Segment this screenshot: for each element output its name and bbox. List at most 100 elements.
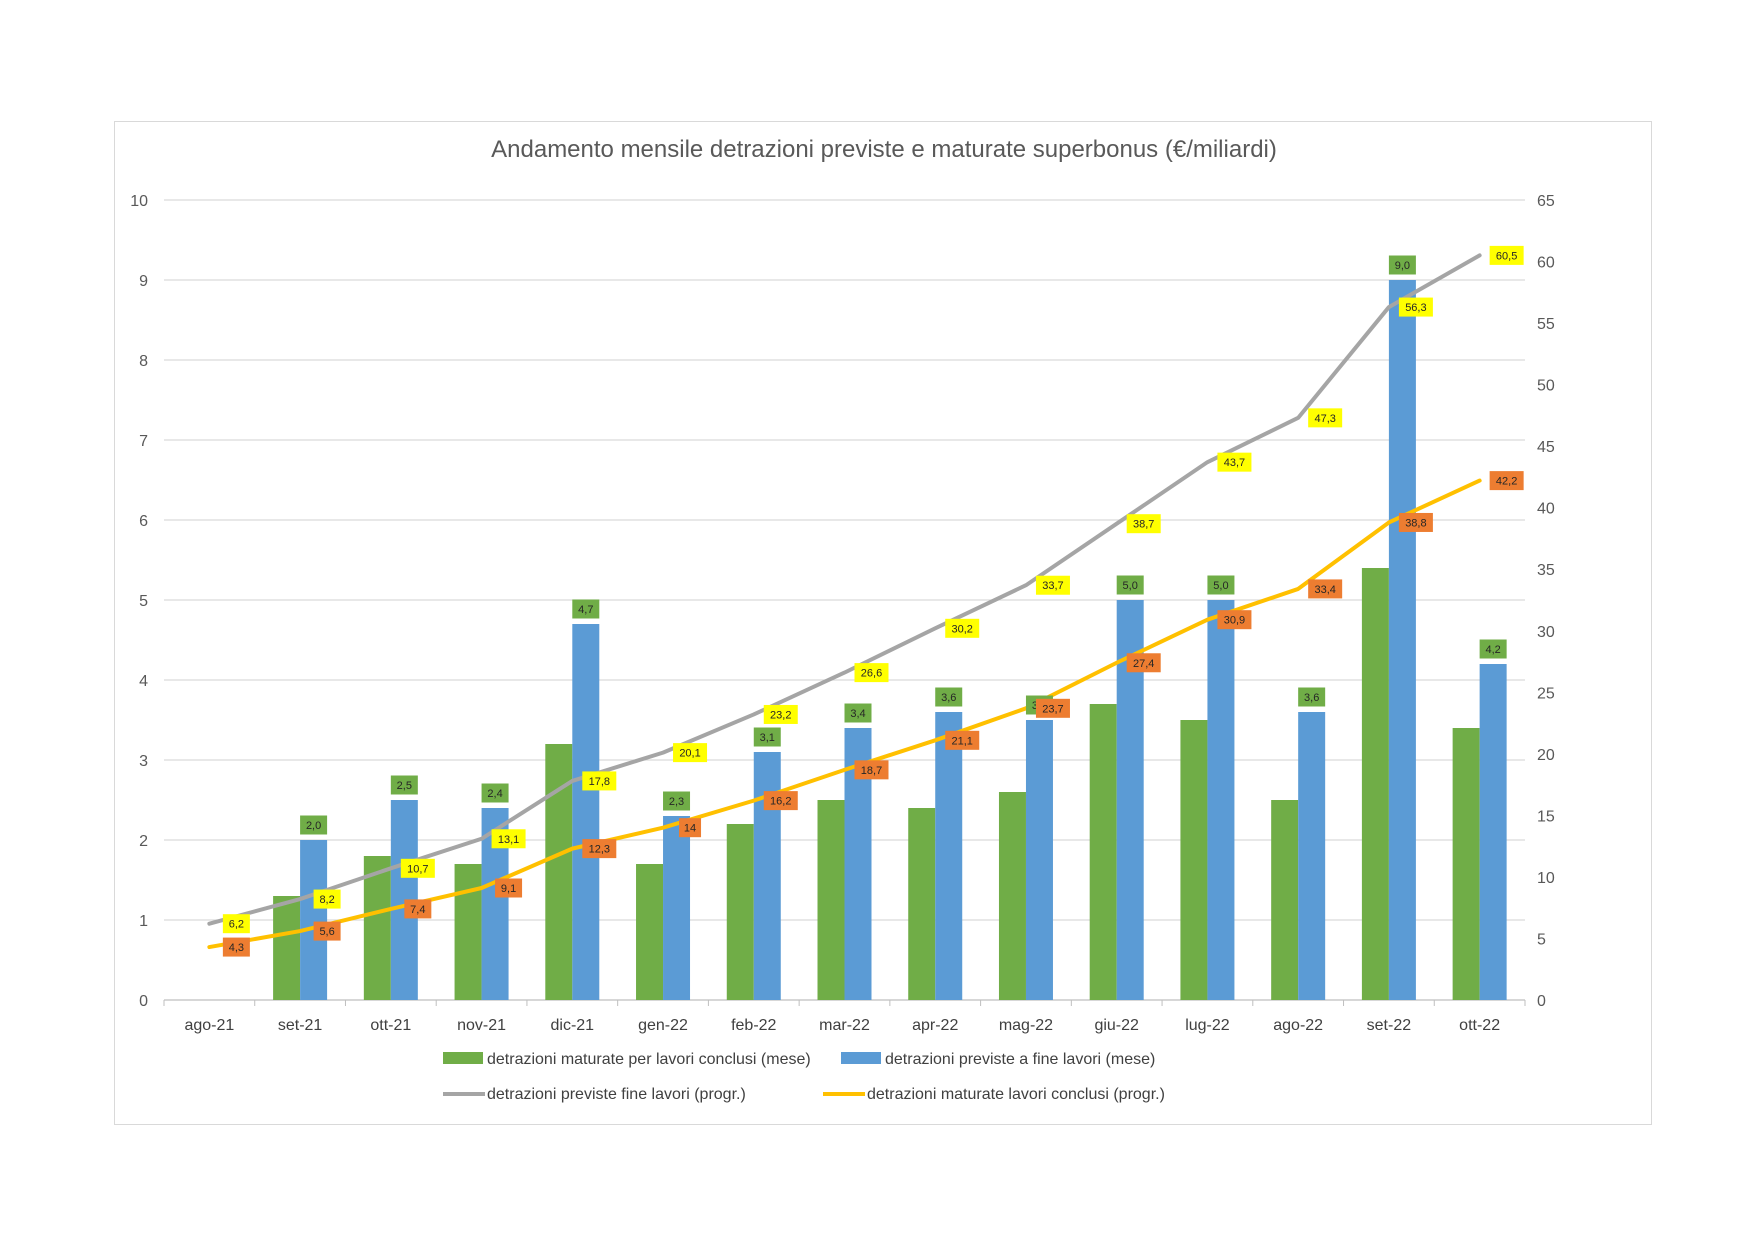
line-previste-label: 8,2 <box>313 889 341 909</box>
x-category-label: mag-22 <box>999 1017 1053 1034</box>
legend-item[interactable]: detrazioni maturate per lavori conclusi … <box>443 1051 811 1068</box>
line-maturate-label-bg <box>1126 653 1161 673</box>
bar-maturate-mese <box>1180 720 1208 1000</box>
line-previste-label: 33,7 <box>1035 575 1070 595</box>
y-right-tick-label: 20 <box>1537 747 1555 764</box>
line-maturate-label-bg <box>582 839 617 859</box>
y-left-tick-label: 10 <box>130 193 148 210</box>
legend-layer[interactable]: detrazioni maturate per lavori conclusi … <box>443 1051 1165 1103</box>
bar-data-label-bg <box>1298 687 1326 707</box>
line-maturate-label: 33,4 <box>1308 579 1343 599</box>
line-previste-label: 23,2 <box>763 704 798 724</box>
legend-item[interactable]: detrazioni previste a fine lavori (mese) <box>841 1051 1155 1068</box>
bar-data-label: 2,3 <box>663 791 691 811</box>
legend-label: detrazioni previste a fine lavori (mese) <box>885 1051 1155 1068</box>
y-left-tick-label: 6 <box>139 513 148 530</box>
y-left-tick-label: 9 <box>139 273 148 290</box>
bar-data-label-bg <box>481 783 509 803</box>
bar-maturate-mese <box>545 744 573 1000</box>
bar-data-label-text: 4,7 <box>578 604 593 616</box>
y-right-tick-label: 0 <box>1537 993 1546 1010</box>
bar-data-label: 3,1 <box>753 727 781 747</box>
y-left-tick-label: 2 <box>139 833 148 850</box>
line-maturate-label-text: 9,1 <box>501 883 516 895</box>
line-previste-label-text: 30,2 <box>952 623 973 635</box>
legend-item[interactable]: detrazioni previste fine lavori (progr.) <box>443 1086 746 1103</box>
bar-data-label-bg <box>663 791 691 811</box>
line-previste-label-text: 56,3 <box>1405 302 1426 314</box>
bar-data-label-text: 2,0 <box>306 820 321 832</box>
y-right-tick-label: 40 <box>1537 501 1555 518</box>
bar-data-label-bg <box>844 703 872 723</box>
line-previste-label-bg <box>763 704 798 724</box>
line-maturate-label: 9,1 <box>495 878 523 898</box>
bar-maturate-mese <box>636 864 664 1000</box>
legend-item[interactable]: detrazioni maturate lavori conclusi (pro… <box>823 1086 1165 1103</box>
y-right-tick-label: 5 <box>1537 931 1546 948</box>
labels-layer: 2,02,52,44,72,33,13,43,63,55,05,03,69,04… <box>222 245 1524 957</box>
line-maturate-label-text: 16,2 <box>770 796 791 808</box>
bar-previste-mese <box>572 624 600 1000</box>
legend-swatch <box>443 1052 483 1064</box>
bar-maturate-mese <box>1361 568 1389 1000</box>
y-left-tick-label: 3 <box>139 753 148 770</box>
legend-label: detrazioni previste fine lavori (progr.) <box>487 1086 746 1103</box>
bar-previste-mese <box>935 712 963 1000</box>
bar-data-label: 2,5 <box>390 775 418 795</box>
line-maturate-label-bg <box>404 899 432 919</box>
bar-data-label: 3,4 <box>844 703 872 723</box>
bar-previste-mese <box>300 840 328 1000</box>
line-previste-label-bg <box>945 618 980 638</box>
bar-data-label-bg <box>300 815 328 835</box>
bar-maturate-mese <box>817 800 845 1000</box>
x-category-label: lug-22 <box>1185 1017 1230 1034</box>
line-previste-label-bg <box>1489 245 1524 265</box>
x-category-label: nov-21 <box>457 1017 506 1034</box>
line-previste-label-bg <box>854 663 889 683</box>
x-category-label: dic-21 <box>551 1017 595 1034</box>
bar-data-label-bg <box>753 727 781 747</box>
bar-maturate-mese <box>273 896 301 1000</box>
bar-data-label-bg <box>572 599 600 619</box>
line-maturate-label-text: 4,3 <box>229 942 244 954</box>
line-previste-label-bg <box>400 858 435 878</box>
line-maturate-label-bg <box>1035 698 1070 718</box>
line-previste-label-bg <box>491 829 526 849</box>
line-maturate-label-bg <box>313 921 341 941</box>
line-maturate-label-bg <box>495 878 523 898</box>
line-maturate-label-text: 23,7 <box>1042 703 1063 715</box>
bar-maturate-mese <box>363 856 391 1000</box>
y-right-tick-label: 55 <box>1537 316 1555 333</box>
line-previste-label-bg <box>1308 408 1343 428</box>
line-previste-label-text: 20,1 <box>679 748 700 760</box>
line-previste-label-text: 43,7 <box>1224 457 1245 469</box>
line-maturate-label: 7,4 <box>404 899 432 919</box>
y-right-tick-label: 65 <box>1537 193 1555 210</box>
bar-previste-mese <box>753 752 781 1000</box>
bar-data-label-bg <box>1388 255 1416 275</box>
bar-previste-mese <box>1207 600 1235 1000</box>
line-maturate-label-bg <box>222 937 250 957</box>
line-previste-progr <box>207 253 1482 926</box>
chart-svg: Andamento mensile detrazioni previste e … <box>130 136 1555 1103</box>
line-previste-label-bg <box>1035 575 1070 595</box>
x-category-label: ott-21 <box>370 1017 411 1034</box>
line-previste-label: 38,7 <box>1126 514 1161 534</box>
line-maturate-label: 30,9 <box>1217 610 1252 630</box>
bar-data-label: 3,6 <box>1298 687 1326 707</box>
line-previste-label-text: 13,1 <box>498 834 519 846</box>
line-previste-label-bg <box>1217 452 1252 472</box>
y-left-tick-label: 7 <box>139 433 148 450</box>
line-previste-label-text: 26,6 <box>861 668 882 680</box>
x-category-label: ott-22 <box>1459 1017 1500 1034</box>
y-right-tick-label: 25 <box>1537 685 1555 702</box>
x-category-label: set-22 <box>1367 1017 1412 1034</box>
y-right-tick-label: 15 <box>1537 808 1555 825</box>
x-category-label: apr-22 <box>912 1017 958 1034</box>
bar-previste-mese <box>1479 664 1507 1000</box>
bar-data-label-bg <box>935 687 963 707</box>
bar-maturate-mese <box>998 792 1026 1000</box>
line-maturate-label-bg <box>1217 610 1252 630</box>
bar-data-label-text: 9,0 <box>1395 260 1410 272</box>
bar-data-label: 5,0 <box>1207 575 1235 595</box>
